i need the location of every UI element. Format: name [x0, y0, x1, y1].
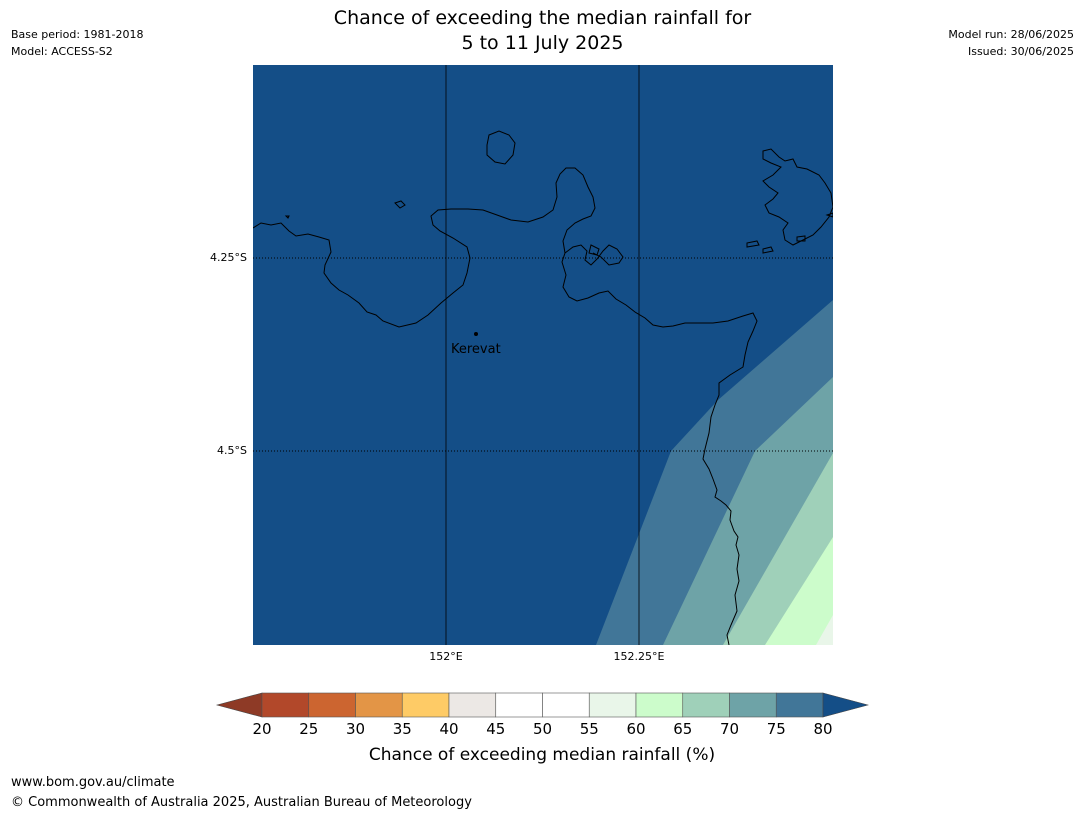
colorbar-cell	[542, 692, 590, 718]
lon-label-152-25e: 152.25°E	[613, 650, 665, 663]
coastline-islet	[588, 244, 600, 256]
colorbar-tick-label: 25	[299, 720, 319, 738]
place-label: Kerevat	[451, 342, 501, 357]
colorbar-over-arrow	[822, 692, 869, 718]
issued-text: Issued: 30/06/2025	[967, 45, 1074, 58]
title-line-1: Chance of exceeding the median rainfall …	[333, 7, 752, 29]
islet-east-4	[825, 212, 833, 218]
colorbar-tick-label: 75	[766, 720, 786, 738]
colorbar-cell	[401, 692, 450, 718]
colorbar-cell	[495, 692, 543, 718]
place-marker	[474, 332, 478, 336]
colorbar-tick-label: 45	[486, 720, 506, 738]
coastline-inlet	[564, 244, 624, 266]
islet-west-2	[284, 215, 290, 219]
chart-title: Chance of exceeding the median rainfall …	[0, 6, 1085, 56]
map-panel[interactable]	[253, 65, 833, 645]
colorbar-tick-label: 65	[673, 720, 693, 738]
colorbar-cell	[308, 692, 356, 718]
colorbar-label: Chance of exceeding median rainfall (%)	[368, 745, 716, 765]
lat-label-4-25s: 4.25°S	[210, 251, 247, 264]
colorbar-cell	[775, 692, 824, 718]
title-line-2: 5 to 11 July 2025	[461, 32, 624, 54]
colorbar-tick-label: 30	[345, 720, 366, 738]
model-text: Model: ACCESS-S2	[11, 45, 113, 58]
model-run-text: Model run: 28/06/2025	[948, 28, 1074, 41]
colorbar-tick-label: 50	[532, 720, 553, 738]
graticule	[253, 65, 833, 645]
colorbar-cell	[682, 692, 730, 718]
colorbar-tick-label: 35	[392, 720, 412, 738]
colorbar-under-arrow	[215, 692, 263, 718]
lon-label-152e: 152°E	[429, 650, 463, 663]
colorbar-cell	[261, 692, 310, 718]
lat-label-4-5s: 4.5°S	[217, 444, 247, 457]
meta-right: Model run: 28/06/2025 Issued: 30/06/2025	[948, 26, 1074, 60]
colorbar	[215, 692, 869, 718]
islet-east-2	[762, 246, 774, 254]
colorbar-cell	[448, 692, 497, 718]
footer-url[interactable]: www.bom.gov.au/climate	[11, 775, 175, 790]
colorbar-cell	[355, 692, 403, 718]
colorbar-cell	[588, 692, 637, 718]
colorbar-tick-label: 70	[719, 720, 740, 738]
coastline-main	[253, 167, 758, 645]
meta-left: Base period: 1981-2018 Model: ACCESS-S2	[11, 26, 143, 60]
island-east	[762, 148, 833, 246]
islet-east-1	[746, 240, 760, 248]
coastlines	[253, 130, 833, 645]
colorbar-tick-label: 55	[579, 720, 599, 738]
colorbar-tick-label: 20	[252, 720, 272, 738]
island-north	[486, 130, 516, 165]
islet-east-3	[796, 235, 806, 242]
colorbar-cell	[729, 692, 777, 718]
colorbar-cells	[261, 692, 824, 718]
islet-west-1	[394, 200, 406, 209]
band-55-60	[765, 537, 833, 645]
colorbar-tick-label: 60	[626, 720, 646, 738]
footer-copyright: © Commonwealth of Australia 2025, Austra…	[11, 795, 472, 810]
base-period-text: Base period: 1981-2018	[11, 28, 144, 41]
band-50-55	[816, 615, 833, 645]
colorbar-cell	[635, 692, 684, 718]
colorbar-tick-label: 80	[813, 720, 833, 738]
colorbar-tick-label: 40	[439, 720, 459, 738]
